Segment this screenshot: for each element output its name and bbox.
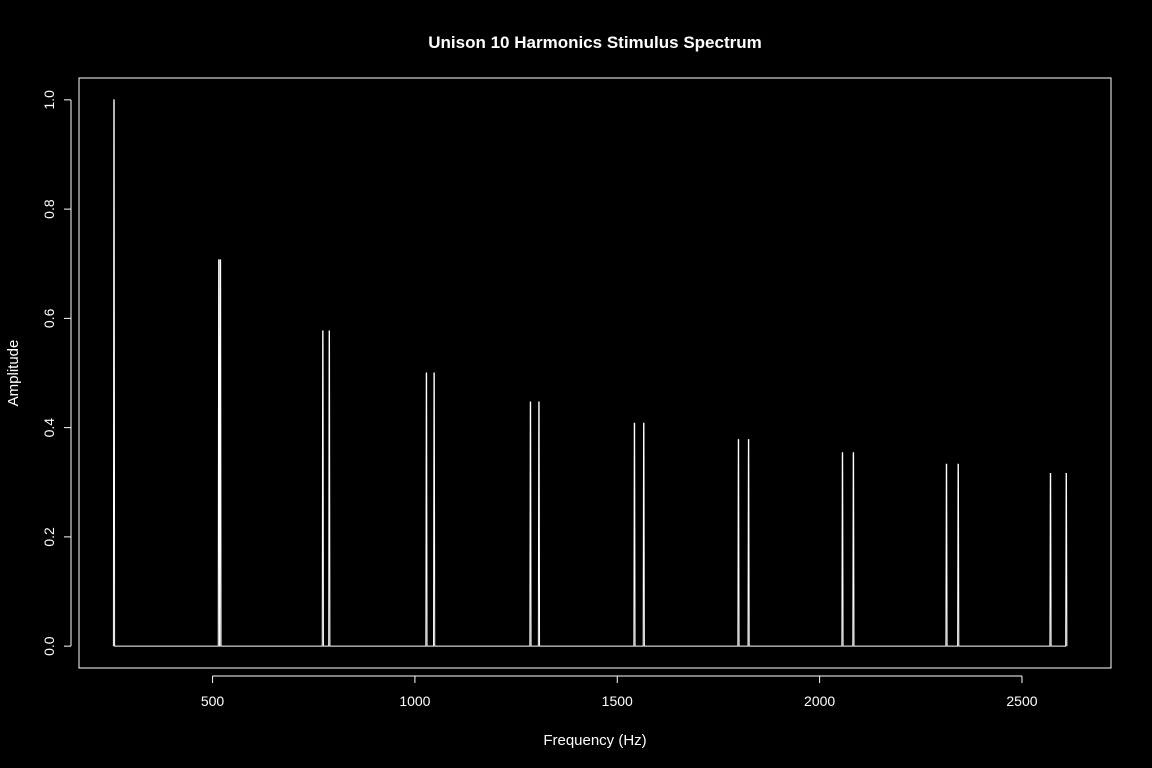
y-axis-label: Amplitude <box>5 340 22 407</box>
y-axis: 0.0 0.2 0.4 0.6 0.8 1.0 <box>41 90 72 656</box>
y-tick-label: 0.0 <box>41 636 57 656</box>
x-axis: 500 1000 1500 2000 2500 <box>201 675 1038 709</box>
x-tick-label: 2000 <box>804 693 835 709</box>
y-tick-label: 0.4 <box>41 418 57 438</box>
y-tick-label: 0.8 <box>41 199 57 219</box>
spectrum-line <box>112 99 1068 647</box>
chart-title: Unison 10 Harmonics Stimulus Spectrum <box>428 33 761 52</box>
plot-area-border <box>78 77 1112 669</box>
x-tick-label: 500 <box>201 693 225 709</box>
spectrum-series <box>112 99 1068 647</box>
x-tick-label: 1500 <box>602 693 633 709</box>
x-axis-label: Frequency (Hz) <box>543 732 646 749</box>
y-tick-label: 1.0 <box>41 90 57 110</box>
y-tick-label: 0.6 <box>41 308 57 328</box>
y-tick-label: 0.2 <box>41 527 57 547</box>
x-tick-label: 1000 <box>399 693 430 709</box>
x-tick-label: 2500 <box>1006 693 1037 709</box>
